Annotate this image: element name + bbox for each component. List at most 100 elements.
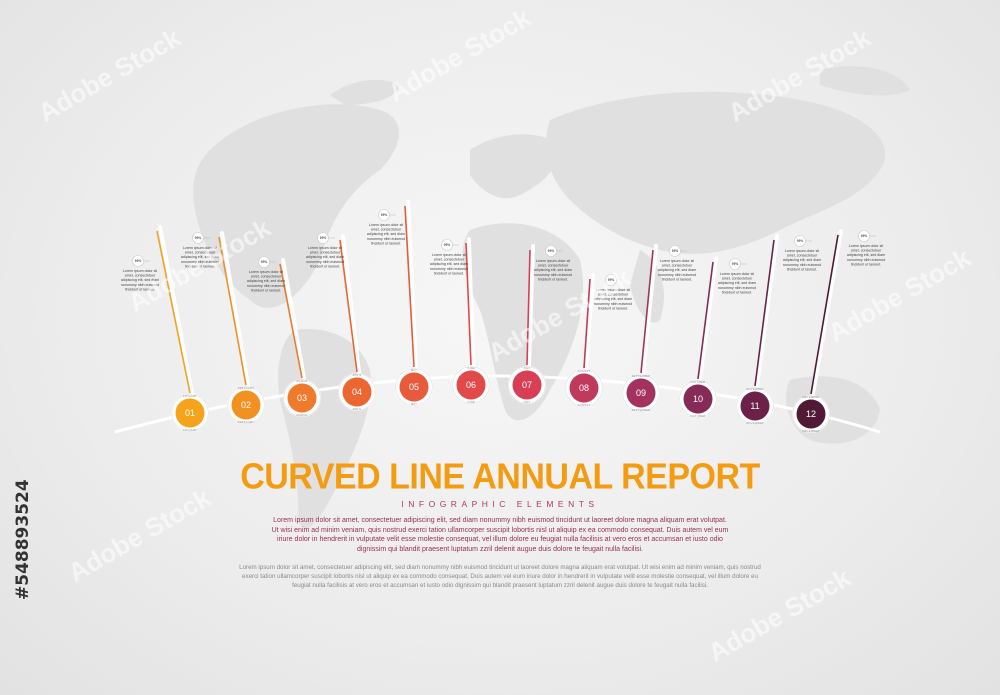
step-ring-outline <box>622 374 660 412</box>
step-description-line: Lorem ipsum dolor sit <box>432 253 466 257</box>
step-description-line: nonummy nibh euismod <box>121 283 159 287</box>
stick-line <box>156 230 191 394</box>
percent-label: 99% <box>861 234 868 238</box>
step-month-top: MAY <box>411 368 417 372</box>
step-number: 12 <box>806 409 816 419</box>
step-description-line: Lorem ipsum dolor sit <box>249 270 283 274</box>
step-circle <box>683 384 713 414</box>
step-description-line: amet, consectetuer <box>787 254 818 258</box>
step-month-top: SEPTEMBER <box>632 374 651 378</box>
stick-highlight <box>527 244 535 367</box>
percent-label: 99% <box>135 259 142 263</box>
step-ring-outline <box>679 380 717 418</box>
step-month-bottom: OCTOBER <box>691 414 706 418</box>
step-description-line: adipiscing elit, sed diam <box>594 297 632 301</box>
stick-line <box>526 249 531 366</box>
step-description-line: nonummy nibh euismod <box>430 267 468 271</box>
stick-line <box>339 239 358 373</box>
step-month-bottom: FEBRUARY <box>238 420 254 424</box>
step-description-line: adipiscing elit, sed diam <box>658 268 696 272</box>
stick-highlight <box>811 229 843 396</box>
step-number: 05 <box>409 382 419 392</box>
step-circle <box>512 370 542 400</box>
step-description-line: Lorem ipsum dolor sit <box>183 246 217 250</box>
step-circle <box>796 399 826 429</box>
step-description-line: nonummy nibh euismod <box>847 258 885 262</box>
step-description-line: tincidunt ut laoreet. <box>125 287 155 291</box>
step-month-bottom: JULY <box>523 400 530 404</box>
step-month-top: AUGUST <box>578 369 591 373</box>
percent-label: 99% <box>548 249 555 253</box>
step-description-line: tincidunt ut laoreet. <box>598 306 628 310</box>
step-month-top: APRIL <box>353 373 362 377</box>
step-description-line: amet, consectetuer <box>538 264 569 268</box>
step-ring-outline <box>508 366 546 404</box>
step-ring-outline <box>171 394 209 432</box>
percent-label: 99% <box>320 236 327 240</box>
step-description-line: adipiscing elit, sed diam <box>718 281 756 285</box>
step-circle <box>175 398 205 428</box>
step-description-line: amet, consectetuer <box>310 251 341 255</box>
step-ring-outline <box>792 395 830 433</box>
stick-highlight <box>406 200 418 369</box>
step-circle <box>231 390 261 420</box>
step-circle <box>569 373 599 403</box>
step-description-line: Lorem ipsum dolor sit <box>660 259 694 263</box>
step-description-line: Lorem ipsum dolor sit <box>785 249 819 253</box>
step-month-top: NOVEMBER <box>746 387 763 391</box>
step-description-line: adipiscing elit, sed diam <box>121 278 159 282</box>
step-description-line: Lorem ipsum dolor sit <box>849 244 883 248</box>
step-month-top: JANUARY <box>183 394 197 398</box>
step-description-line: amet, consectetuer <box>185 251 216 255</box>
step-description-line: tincidunt ut laoreet. <box>662 277 692 281</box>
step-description-line: tincidunt ut laoreet. <box>310 264 340 268</box>
stick-line <box>465 242 472 366</box>
step-month-bottom: DECEMBER <box>802 429 819 433</box>
step-description-line: nonummy nibh euismod <box>718 286 756 290</box>
percent-label: 99% <box>381 213 388 217</box>
stick-highlight <box>641 244 658 375</box>
step-ring-outline <box>452 366 490 404</box>
stick-line <box>583 278 591 369</box>
step-ring-outline <box>565 369 603 407</box>
step-circle <box>456 370 486 400</box>
step-month-bottom: APRIL <box>353 407 362 411</box>
step-description-line: Lorem ipsum dolor sit <box>123 269 157 273</box>
stick-line <box>404 205 415 368</box>
step-description-line: Lorem ipsum dolor sit <box>720 272 754 276</box>
step-description-line: nonummy nibh euismod <box>594 302 632 306</box>
step-description-line: adipiscing elit, sed diam <box>534 268 572 272</box>
step-description-line: adipiscing elit, sed diam <box>430 262 468 266</box>
step-description-line: tincidunt ut laoreet. <box>538 277 568 281</box>
step-description-line: adipiscing elit, sed diam <box>247 279 285 283</box>
step-description-line: Lorem ipsum dolor sit <box>308 246 342 250</box>
page-title: CURVED LINE ANNUAL REPORT <box>240 457 760 497</box>
step-description-line: nonummy nibh euismod <box>181 260 219 264</box>
step-ring-outline <box>395 368 433 406</box>
step-description-line: amet, consectetuer <box>662 264 693 268</box>
step-month-bottom: NOVEMBER <box>746 421 763 425</box>
stick-highlight <box>698 256 718 381</box>
step-description-line: amet, consectetuer <box>434 258 465 262</box>
step-description-line: Lorem ipsum dolor sit <box>536 259 570 263</box>
step-description-line: nonummy nibh euismod <box>367 237 405 241</box>
stick-line <box>640 249 654 374</box>
step-number: 07 <box>522 380 532 390</box>
step-month-top: DECEMBER <box>802 395 819 399</box>
stick-highlight <box>220 231 250 387</box>
step-month-top: OCTOBER <box>691 380 706 384</box>
step-description-line: amet, consectetuer <box>371 228 402 232</box>
step-month-top: MARCH <box>296 379 307 383</box>
step-number: 08 <box>579 383 589 393</box>
step-description-line: tincidunt ut laoreet. <box>722 290 752 294</box>
